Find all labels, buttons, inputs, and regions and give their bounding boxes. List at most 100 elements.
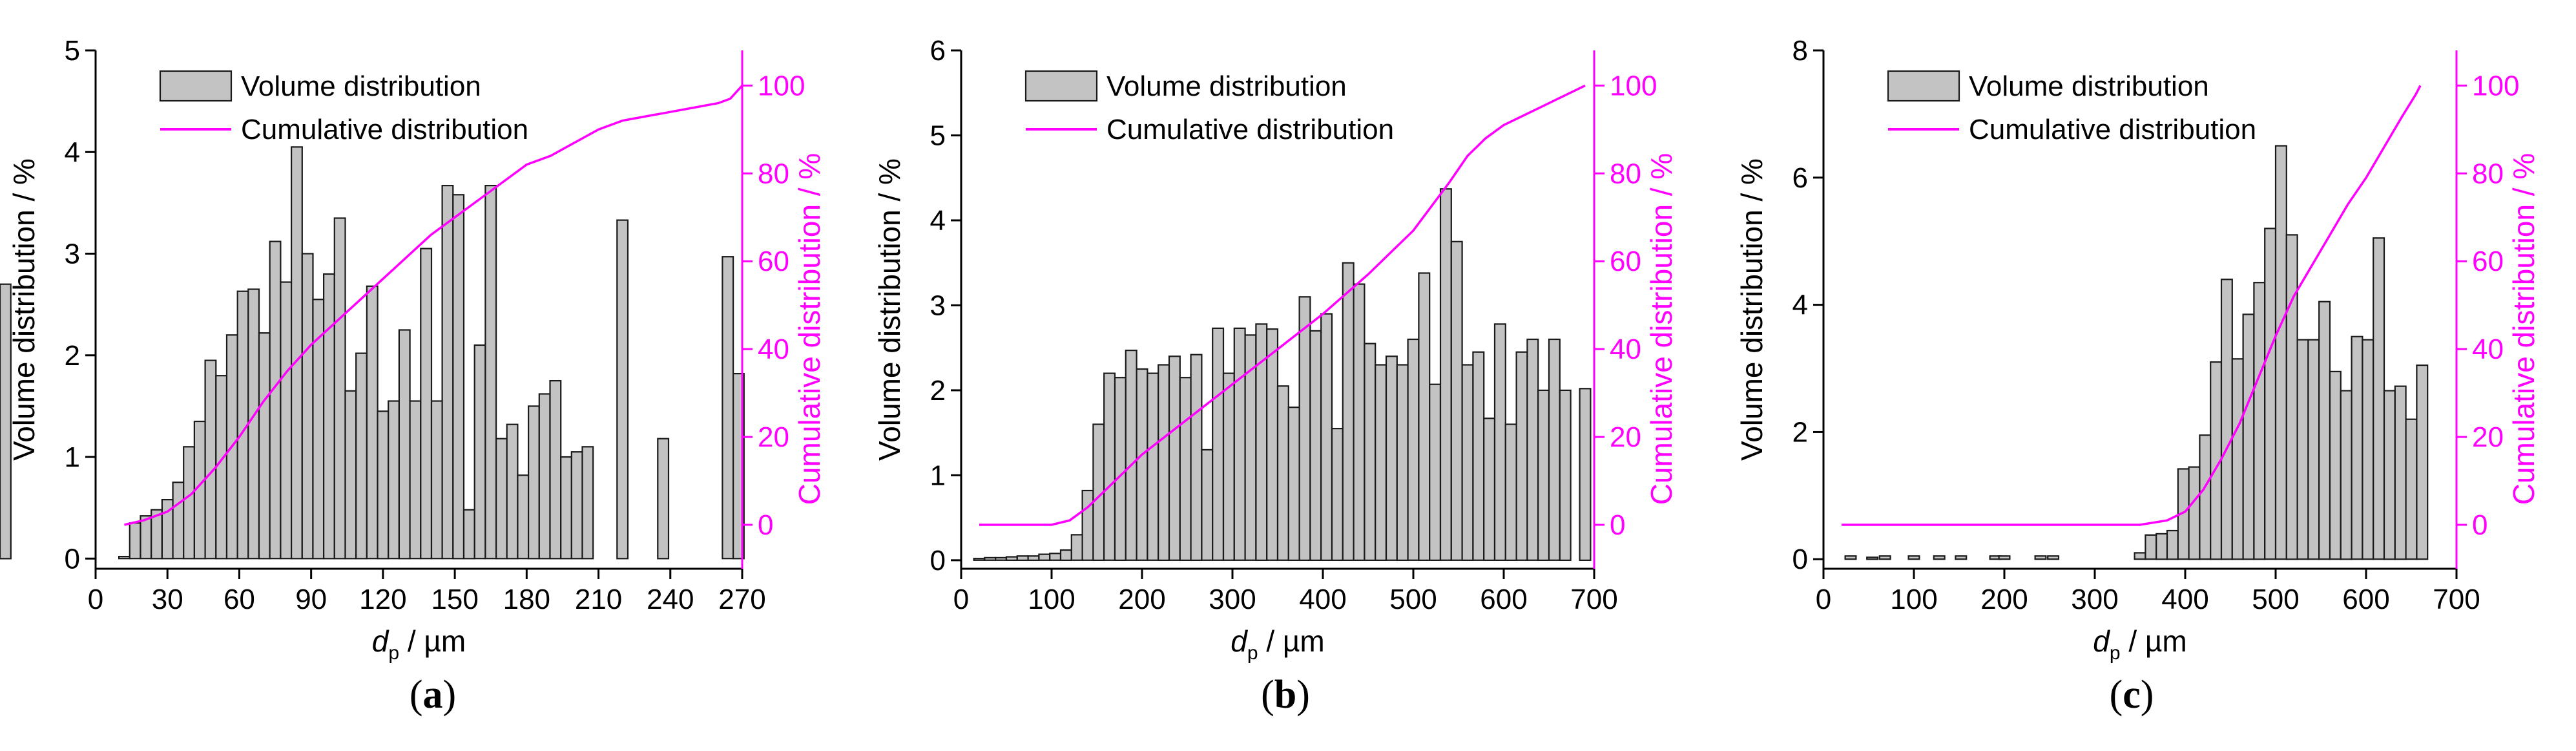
bar [484, 185, 497, 560]
bar [1526, 338, 1539, 561]
y2-tick-label: 60 [2472, 246, 2504, 277]
panel-label-c: (c) [2109, 673, 2154, 717]
y-tick-label: 4 [1792, 290, 1808, 321]
x-tick-label: 150 [431, 584, 478, 615]
chart-panel-b: 0 100 200 300 400 500 600 700012345602040608010… [873, 35, 1678, 664]
x-tick-label: 90 [295, 584, 327, 615]
bar [1114, 377, 1127, 562]
bar [398, 329, 411, 560]
bar [269, 240, 282, 560]
bar [2362, 339, 2374, 560]
bar [657, 438, 670, 560]
x-tick-label: 120 [359, 584, 406, 615]
bar [1472, 351, 1485, 561]
y2-axis-label: Cumulative distribution / % [2507, 153, 2540, 505]
bar [2242, 313, 2255, 560]
bar [473, 344, 486, 560]
bar [1548, 338, 1561, 561]
bar [366, 285, 379, 560]
bar [2047, 555, 2060, 560]
bar [1396, 364, 1409, 561]
y-axis-label: Volume distribution / % [7, 158, 41, 461]
y-tick-label: 5 [930, 120, 946, 151]
bar [1222, 372, 1235, 561]
bar [1955, 555, 1968, 560]
bar [1298, 296, 1311, 561]
bar [1878, 555, 1891, 560]
y-tick-label: 0 [65, 543, 80, 575]
legend-label-volume: Volume distribution [1969, 70, 2209, 102]
bar [0, 283, 12, 560]
bar [1309, 330, 1322, 561]
cumulative-series-line [1842, 85, 2422, 526]
bar [2274, 145, 2287, 560]
y-axis-label: Volume distribution / % [873, 158, 906, 461]
x-tick-label: 700 [2433, 584, 2480, 615]
cumulative-series-line [979, 84, 1586, 526]
y-tick-label: 5 [65, 35, 80, 67]
bar [140, 515, 152, 560]
y2-tick-label: 0 [2472, 509, 2488, 541]
y2-tick-label: 0 [758, 509, 773, 541]
x-tick-label: 100 [1890, 584, 1937, 615]
bar [1287, 407, 1300, 562]
bar [1081, 489, 1094, 561]
y-tick-label: 8 [1792, 35, 1808, 67]
bar [570, 451, 583, 560]
bar [1027, 555, 1040, 561]
x-tick-label: 200 [1118, 584, 1165, 615]
y-tick-label: 6 [1792, 162, 1808, 194]
bar [1407, 338, 1420, 561]
bar [2166, 529, 2179, 560]
bar [2188, 466, 2201, 560]
bar [2383, 390, 2396, 560]
bar [1276, 385, 1289, 561]
x-tick-label: 180 [503, 584, 550, 615]
bar [1038, 553, 1051, 561]
bar [527, 405, 540, 560]
y-tick-label: 2 [930, 375, 946, 407]
y-tick-label: 4 [930, 205, 946, 237]
y2-tick-label: 0 [1610, 509, 1625, 541]
y2-tick-label: 20 [1610, 421, 1641, 453]
y-tick-label: 1 [930, 460, 946, 491]
bar [1168, 355, 1181, 561]
legend-swatch-volume [159, 70, 233, 102]
bar [2145, 534, 2157, 560]
bar [1320, 313, 1333, 561]
x-tick-label: 210 [575, 584, 622, 615]
bar [441, 185, 454, 560]
bar [172, 481, 185, 560]
bar [616, 219, 629, 560]
bar [2034, 555, 2047, 560]
bar [1005, 556, 1018, 561]
x-tick-label: 270 [718, 584, 765, 615]
x-tick-label: 240 [647, 584, 694, 615]
legend-label-volume: Volume distribution [241, 70, 481, 102]
bar [1429, 383, 1442, 562]
y-tick-label: 1 [65, 441, 80, 473]
bar [2329, 370, 2342, 560]
bar [1201, 449, 1214, 561]
bar [2134, 552, 2146, 560]
bar [2405, 418, 2418, 560]
bar [1233, 327, 1246, 561]
bar [1418, 272, 1431, 561]
bar [215, 375, 228, 560]
y-axis-label: Volume distribution / % [1735, 158, 1769, 461]
chart-panel-c: 0 100 200 300 400 500 600 70002468020406080100d… [1735, 35, 2540, 664]
bar [1998, 555, 2011, 560]
bar [430, 400, 443, 560]
bar [2220, 279, 2233, 560]
x-tick-label: 300 [2071, 584, 2118, 615]
bar [2231, 358, 2244, 560]
bar [506, 423, 519, 560]
bar [1461, 364, 1474, 561]
bar [1450, 240, 1463, 561]
y2-tick-label: 60 [758, 246, 789, 277]
bar [1190, 354, 1203, 562]
bar [1866, 556, 1879, 560]
bar [560, 456, 573, 560]
bar [1439, 188, 1452, 561]
